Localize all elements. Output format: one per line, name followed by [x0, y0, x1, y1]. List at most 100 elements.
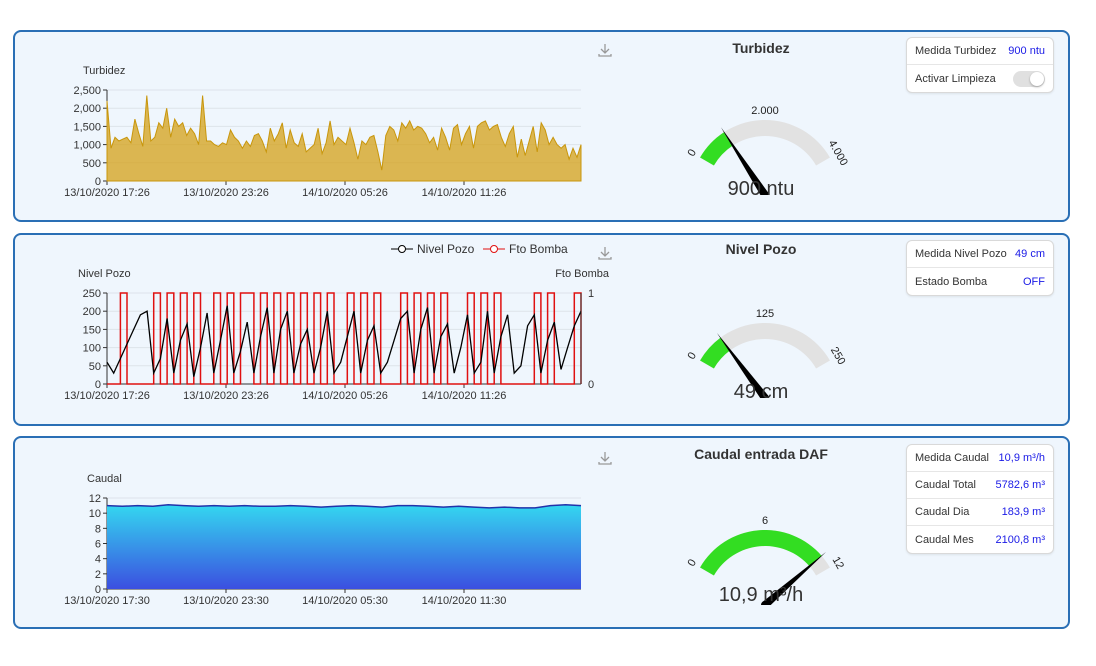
x-tick-label: 13/10/2020 23:26 — [183, 390, 269, 402]
gauge-min-label: 0 — [686, 147, 699, 158]
chart-plot: 0 500 1,000 1,500 2,000 2,500 Turbidez 13/10/20… — [64, 65, 582, 199]
gauge-title: Turbidez — [732, 40, 790, 56]
gauge-title: Caudal entrada DAF — [694, 446, 828, 462]
nivel-pozo-line — [106, 305, 582, 377]
y-tick-label: 8 — [95, 523, 101, 535]
y-tick-label: 6 — [95, 539, 101, 551]
y-tick-label: 0 — [95, 379, 101, 391]
info-row-estado-bomba: Estado Bomba OFF — [907, 268, 1053, 295]
info-label: Caudal Dia — [915, 506, 970, 518]
info-label: Medida Caudal — [915, 452, 989, 464]
turbidez-area — [106, 95, 582, 182]
gauge-value: 900 ntu — [727, 178, 795, 200]
caudal-gauge: 0 6 12 — [686, 515, 846, 605]
download-icon[interactable] — [597, 245, 613, 261]
y-tick-label-right: 1 — [588, 288, 594, 300]
y-tick-label-right: 0 — [588, 379, 594, 391]
info-value: 183,9 m³ — [1001, 506, 1045, 518]
legend-label-nivel-pozo: Nivel Pozo — [417, 242, 475, 256]
gauge-mid-label: 125 — [756, 308, 774, 320]
gauge-needle — [720, 127, 769, 195]
x-tick-label: 14/10/2020 05:26 — [302, 390, 388, 402]
caudal-panel: 0 2 4 6 8 10 12 Caudal 13/10/2020 17:30 13/10/202… — [13, 436, 1070, 629]
activar-limpieza-toggle[interactable] — [1013, 70, 1045, 87]
info-row-caudal-dia: Caudal Dia 183,9 m³ — [907, 499, 1053, 526]
y-tick-label: 1,500 — [73, 121, 101, 133]
x-tick-label: 13/10/2020 23:30 — [183, 595, 269, 607]
y-tick-label: 200 — [83, 306, 101, 318]
toggle-knob — [1030, 71, 1044, 86]
caudal-line — [106, 504, 582, 509]
caudal-chart: 0 2 4 6 8 10 12 Caudal 13/10/2020 17:30 13/10/202… — [64, 473, 582, 607]
gauge-needle — [762, 551, 827, 605]
legend-marker — [398, 245, 406, 253]
info-row-activar-limpieza: Activar Limpieza — [907, 65, 1053, 92]
info-label: Medida Turbidez — [915, 45, 997, 57]
nivel-pozo-panel: 0 50 100 150 200 250 Nivel Pozo 13/10/2020 17:2… — [13, 233, 1070, 426]
download-icon[interactable] — [597, 42, 613, 58]
gauge-value-arc — [700, 530, 822, 576]
x-tick-label: 14/10/2020 05:26 — [302, 187, 388, 199]
x-tick-label: 13/10/2020 17:30 — [64, 595, 150, 607]
gauge-needle-pivot — [761, 394, 769, 398]
gauge-max-label: 250 — [828, 345, 848, 367]
y-tick-label: 2 — [95, 569, 101, 581]
info-value: 2100,8 m³ — [995, 533, 1045, 546]
download-icon[interactable] — [597, 450, 613, 466]
y-tick-label: 500 — [83, 158, 101, 170]
legend-marker — [490, 245, 498, 253]
info-label: Medida Nivel Pozo — [915, 248, 1007, 260]
info-label: Caudal Total — [915, 479, 976, 491]
gauge-needle — [716, 332, 769, 398]
gauge-value-arc — [700, 337, 730, 369]
chart-plot: 0 50 100 150 200 250 Nivel Pozo 13/10/2020 17:2… — [64, 268, 610, 402]
turbidez-chart: 0 500 1,000 1,500 2,000 2,500 Turbidez 13/10/20… — [64, 65, 582, 199]
y-tick-label: 1,000 — [73, 140, 101, 152]
info-label: Estado Bomba — [915, 275, 988, 288]
info-card: Medida Nivel Pozo 49 cm Estado Bomba OFF — [906, 240, 1054, 296]
gauge-value: 49 cm — [733, 381, 789, 403]
y-tick-label: 0 — [95, 176, 101, 188]
y-axis-label: Caudal — [87, 473, 122, 485]
x-tick-label: 14/10/2020 11:26 — [422, 390, 507, 402]
info-value: 49 cm — [1015, 248, 1045, 260]
y-tick-label: 100 — [83, 343, 101, 355]
info-value: OFF — [1023, 275, 1045, 288]
x-tick-label: 13/10/2020 17:26 — [64, 187, 150, 199]
gauge-mid-label: 6 — [762, 515, 768, 527]
gauge-track — [700, 120, 830, 166]
gauge-value-arc — [700, 132, 733, 166]
info-card: Medida Turbidez 900 ntu Activar Limpieza — [906, 37, 1054, 93]
x-tick-label: 13/10/2020 23:26 — [183, 187, 269, 199]
gauge-track — [700, 323, 830, 369]
gauge-mid-label: 2.000 — [751, 105, 779, 117]
gauge-min-label: 0 — [686, 350, 699, 361]
x-tick-label: 14/10/2020 11:30 — [422, 595, 507, 607]
x-tick-label: 14/10/2020 05:30 — [302, 595, 388, 607]
chart-plot: 0 2 4 6 8 10 12 Caudal 13/10/2020 17:30 13/10/202… — [64, 473, 582, 607]
turbidez-gauge: 0 2.000 4.000 — [686, 105, 850, 195]
nivel-pozo-chart: 0 50 100 150 200 250 Nivel Pozo 13/10/2020 17:2… — [64, 242, 610, 402]
gauge-value: 10,9 m³/h — [718, 584, 804, 606]
chart-legend: Nivel Pozo Fto Bomba — [391, 242, 568, 256]
info-label: Caudal Mes — [915, 533, 974, 546]
y-tick-label: 150 — [83, 324, 101, 336]
y-axis-label: Turbidez — [83, 65, 125, 77]
y-tick-label: 2,000 — [73, 103, 101, 115]
y-tick-label: 10 — [89, 508, 101, 520]
info-card: Medida Caudal 10,9 m³/h Caudal Total 578… — [906, 444, 1054, 554]
gauge-needle-pivot — [761, 601, 769, 605]
info-value: 5782,6 m³ — [995, 479, 1045, 491]
info-row-medida-turbidez: Medida Turbidez 900 ntu — [907, 38, 1053, 65]
caudal-area — [107, 504, 581, 589]
y-axis-label-right: Fto Bomba — [555, 268, 610, 280]
x-tick-label: 13/10/2020 17:26 — [64, 390, 150, 402]
info-row-medida-caudal: Medida Caudal 10,9 m³/h — [907, 445, 1053, 472]
info-row-caudal-total: Caudal Total 5782,6 m³ — [907, 472, 1053, 499]
info-row-caudal-mes: Caudal Mes 2100,8 m³ — [907, 526, 1053, 553]
y-tick-label: 250 — [83, 288, 101, 300]
gauge-max-label: 12 — [829, 555, 846, 572]
gauge-title: Nivel Pozo — [725, 241, 797, 257]
y-tick-label: 4 — [95, 554, 101, 566]
x-tick-label: 14/10/2020 11:26 — [422, 187, 507, 199]
